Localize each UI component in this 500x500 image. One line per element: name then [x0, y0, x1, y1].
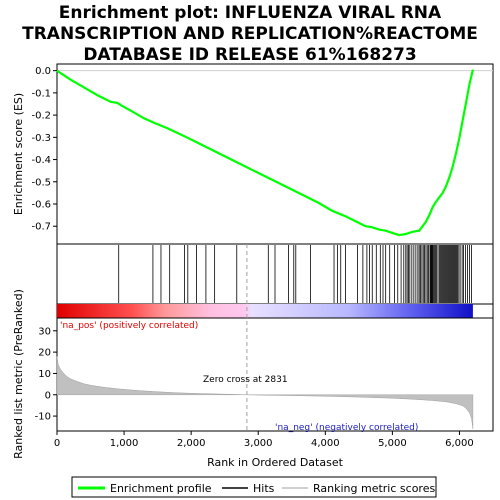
es-ytick-label: 0.0	[35, 66, 51, 77]
legend: Enrichment profile Hits Ranking metric s…	[71, 476, 437, 498]
es-ytick-label: -0.3	[31, 133, 51, 144]
rank-colorbar	[56, 303, 494, 319]
rank-ylabel: Ranked list metric (PreRanked)	[12, 289, 25, 459]
x-tick-label: 0	[54, 438, 60, 449]
legend-label-hits: Hits	[253, 482, 275, 495]
colorbar-gradient	[57, 304, 473, 318]
x-axis-ticks: 0 1,000 2,000 3,000 4,000 5,000 6,000	[54, 431, 474, 449]
legend-frame	[71, 476, 437, 498]
ranking-metric-area	[56, 356, 474, 429]
rank-ytick-label: 0	[45, 390, 51, 401]
x-tick-label: 6,000	[445, 438, 474, 449]
rank-panel-frame	[56, 317, 494, 432]
x-tick-label: 3,000	[244, 438, 273, 449]
es-ylabel: Enrichment score (ES)	[12, 93, 25, 215]
es-ytick-label: -0.1	[31, 88, 51, 99]
es-panel: 0.0 -0.1 -0.2 -0.3 -0.4 -0.5 -0.6 -0.7 Enrichme…	[12, 63, 494, 245]
x-tick-label: 4,000	[311, 438, 340, 449]
enrichment-profile-line	[56, 69, 474, 237]
es-ytick-label: -0.4	[31, 155, 51, 166]
legend-label-enrichment-profile: Enrichment profile	[110, 482, 212, 495]
es-ytick-label: -0.2	[31, 111, 51, 122]
rank-ytick-label: 30	[38, 326, 51, 337]
rank-y-ticks: 30 20 10 0 -10	[35, 326, 57, 423]
x-tick-label: 2,000	[177, 438, 206, 449]
x-tick-label: 1,000	[110, 438, 139, 449]
rank-panel: 30 20 10 0 -10 'na_pos' (positively correlat…	[12, 244, 494, 459]
na-pos-label: 'na_pos' (positively correlated)	[60, 321, 198, 331]
es-panel-frame	[56, 63, 494, 245]
chart-title: Enrichment plot: INFLUENZA VIRAL RNA TRA…	[22, 3, 478, 65]
title-line-3: DATABASE ID RELEASE 61%168273	[83, 45, 416, 65]
x-axis-label: Rank in Ordered Dataset	[207, 456, 344, 469]
rank-ytick-label: 20	[38, 348, 51, 359]
na-neg-label: 'na_neg' (negatively correlated)	[275, 423, 418, 433]
legend-label-ranking-metric: Ranking metric scores	[313, 482, 435, 495]
hit-marks	[118, 245, 472, 303]
rank-ytick-label: 10	[38, 369, 51, 380]
title-line-2: TRANSCRIPTION AND REPLICATION%REACTOME	[22, 24, 478, 44]
es-y-ticks: 0.0 -0.1 -0.2 -0.3 -0.4 -0.5 -0.6 -0.7	[31, 66, 57, 233]
title-line-1: Enrichment plot: INFLUENZA VIRAL RNA	[59, 3, 442, 23]
hits-panel	[56, 243, 494, 305]
zero-cross-label: Zero cross at 2831	[203, 375, 288, 385]
rank-ytick-label: -10	[35, 412, 51, 423]
es-ytick-label: -0.5	[31, 177, 51, 188]
es-ytick-label: -0.7	[31, 222, 51, 233]
es-ytick-label: -0.6	[31, 200, 51, 211]
x-tick-label: 5,000	[378, 438, 407, 449]
